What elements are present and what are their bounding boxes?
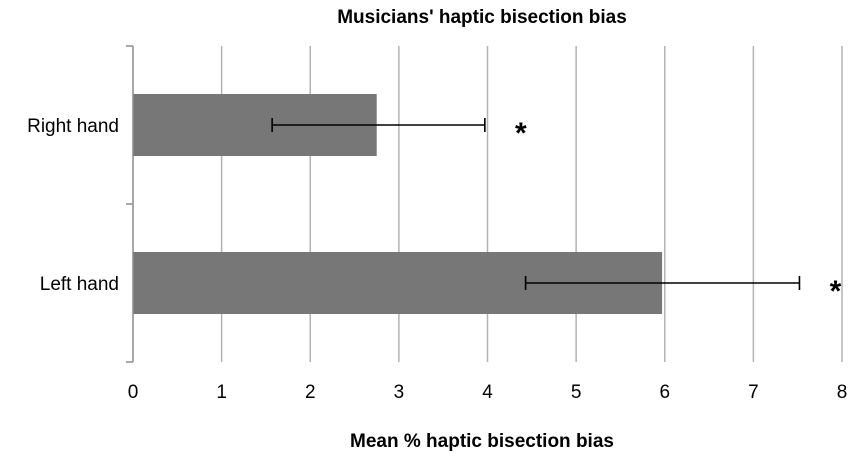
gridlines: [220, 46, 843, 362]
labels: 0 1 2 3 4 5 6 7 8 * Right hand * Left hand: [27, 116, 847, 403]
y-category-label: Right hand: [27, 116, 119, 137]
x-tick-label: 2: [305, 382, 316, 403]
x-tick-label: 8: [837, 382, 848, 403]
axes: [126, 45, 134, 363]
x-tick-label: 5: [571, 382, 582, 403]
x-axis-label: Mean % haptic bisection bias: [350, 431, 614, 452]
bars: [133, 94, 801, 314]
x-tick-label: 3: [394, 382, 405, 403]
chart-title: Musicians' haptic bisection bias: [337, 7, 627, 28]
x-tick-label: 1: [216, 382, 227, 403]
y-category-label: Left hand: [40, 274, 119, 295]
x-tick-label: 4: [482, 382, 493, 403]
significance-marker: *: [830, 275, 842, 308]
x-tick-label: 0: [128, 382, 139, 403]
x-tick-label: 6: [659, 382, 670, 403]
x-tick-label: 7: [748, 382, 759, 403]
significance-marker: *: [515, 117, 527, 150]
